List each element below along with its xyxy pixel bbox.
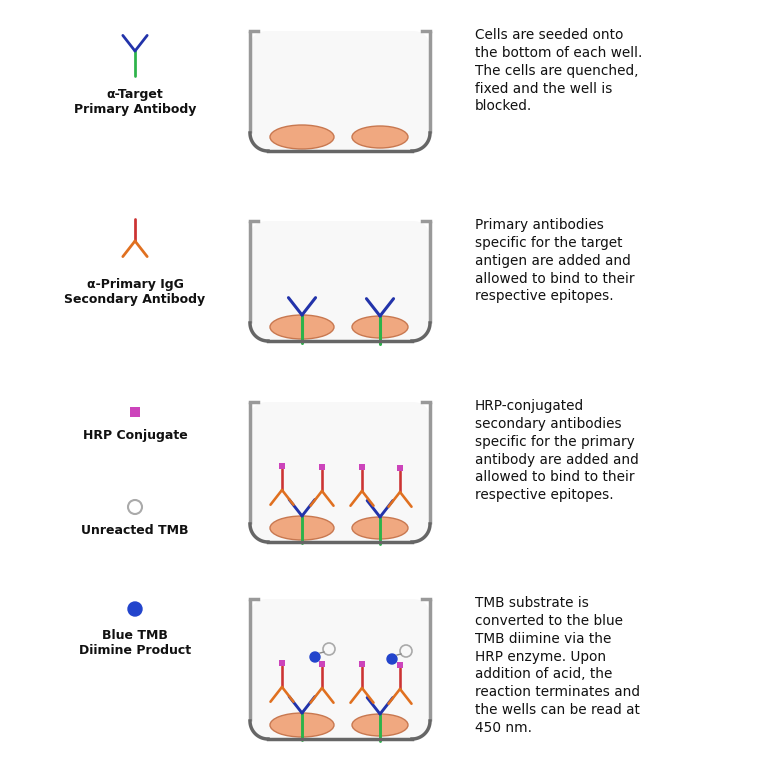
Text: Blue TMB
Diimine Product: Blue TMB Diimine Product — [79, 629, 191, 657]
FancyBboxPatch shape — [250, 221, 430, 341]
Circle shape — [310, 652, 320, 662]
Text: Cells are seeded onto
the bottom of each well.
The cells are quenched,
fixed and: Cells are seeded onto the bottom of each… — [475, 28, 643, 113]
Ellipse shape — [352, 316, 408, 338]
Text: TMB substrate is
converted to the blue
TMB diimine via the
HRP enzyme. Upon
addi: TMB substrate is converted to the blue T… — [475, 596, 640, 735]
Text: HRP Conjugate: HRP Conjugate — [83, 429, 187, 442]
Ellipse shape — [352, 517, 408, 539]
Circle shape — [387, 654, 397, 664]
FancyBboxPatch shape — [250, 599, 430, 739]
Text: α-Target
Primary Antibody: α-Target Primary Antibody — [74, 88, 196, 116]
Ellipse shape — [352, 714, 408, 736]
Ellipse shape — [270, 125, 334, 149]
Ellipse shape — [270, 516, 334, 540]
Ellipse shape — [270, 315, 334, 339]
Text: α-Primary IgG
Secondary Antibody: α-Primary IgG Secondary Antibody — [64, 278, 206, 306]
Text: HRP-conjugated
secondary antibodies
specific for the primary
antibody are added : HRP-conjugated secondary antibodies spec… — [475, 399, 639, 502]
Ellipse shape — [352, 126, 408, 148]
FancyBboxPatch shape — [250, 402, 430, 542]
Circle shape — [128, 602, 142, 616]
FancyBboxPatch shape — [250, 31, 430, 151]
Text: Unreacted TMB: Unreacted TMB — [81, 524, 189, 537]
Ellipse shape — [270, 713, 334, 737]
Text: Primary antibodies
specific for the target
antigen are added and
allowed to bind: Primary antibodies specific for the targ… — [475, 218, 634, 303]
